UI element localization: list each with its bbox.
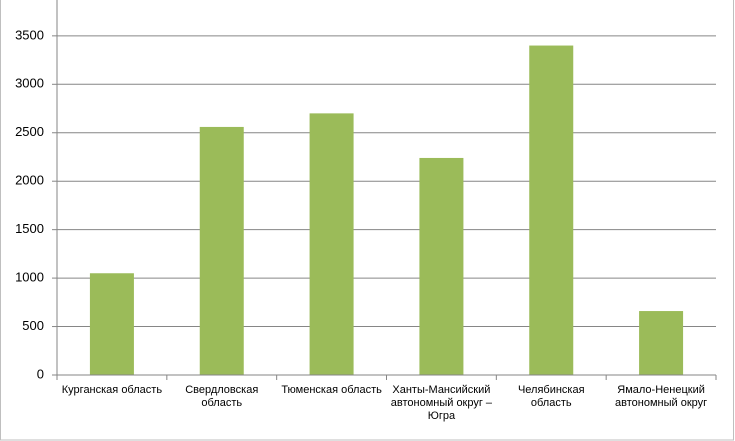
y-tick-label: 2500 <box>15 124 44 139</box>
y-tick-label: 3500 <box>15 27 44 42</box>
bar <box>89 273 134 375</box>
y-tick-label: 0 <box>37 366 44 381</box>
bar <box>639 311 684 375</box>
bar <box>419 157 464 375</box>
y-tick-label: 3000 <box>15 76 44 91</box>
x-tick-label: Ханты-Мансийский автономный округ – Югра <box>390 384 493 422</box>
y-tick-label: 500 <box>22 318 44 333</box>
bar <box>309 113 354 375</box>
x-tick-label: Курганская область <box>61 384 163 396</box>
y-tick-label: 1000 <box>15 270 44 285</box>
x-tick-label: Ямало-Ненецкий автономный округ <box>615 384 708 409</box>
bar <box>529 45 574 376</box>
x-tick-label: Тюменская область <box>281 384 382 396</box>
y-tick-label: 1500 <box>15 221 44 236</box>
bar <box>199 126 244 375</box>
x-tick-label: Челябинская область <box>517 384 585 409</box>
y-tick-label: 2000 <box>15 173 44 188</box>
x-tick-label: Свердловская область <box>185 384 259 409</box>
